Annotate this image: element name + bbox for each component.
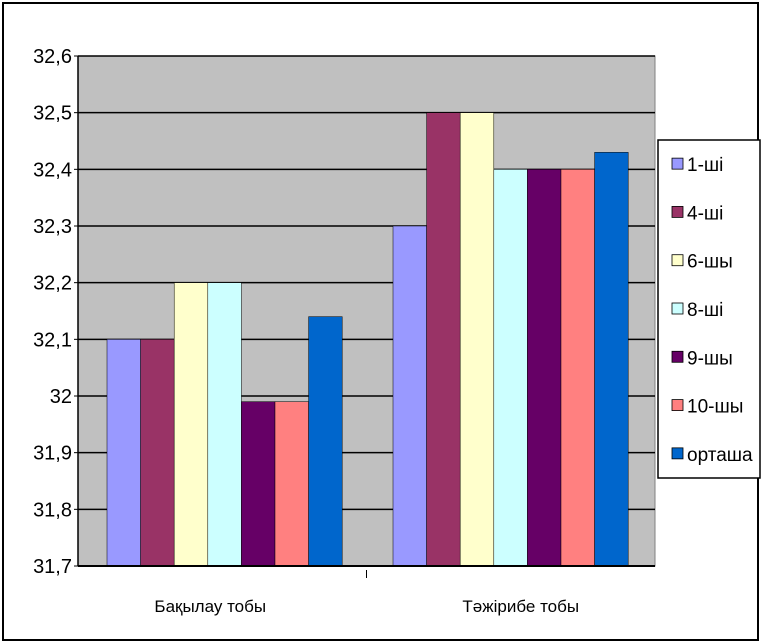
bar [241, 401, 276, 567]
bars [106, 112, 629, 567]
bar [308, 316, 343, 567]
y-tick-label: 32,2 [33, 273, 72, 295]
bar [493, 169, 528, 567]
y-tick-label: 31,8 [33, 499, 72, 521]
x-category-label: Тәжірибе тобы [462, 597, 579, 616]
y-tick-label: 31,9 [33, 443, 72, 465]
legend-label: 1-ші [687, 155, 723, 176]
x-axis: Бақылау тобы Тәжірибе тобы [78, 565, 655, 616]
y-tick-label: 32,6 [33, 46, 72, 68]
y-tick-label: 32,5 [33, 103, 72, 125]
legend-swatch [671, 399, 684, 411]
bar [560, 169, 595, 567]
bar [207, 282, 242, 567]
y-tick-label: 32 [50, 386, 72, 408]
bar [426, 112, 461, 567]
legend-swatch [671, 302, 684, 315]
y-tick-label: 32,1 [33, 329, 72, 351]
y-tick-label: 32,4 [33, 159, 72, 181]
legend-swatch [671, 350, 684, 363]
bar [106, 339, 141, 567]
legend-swatch [671, 254, 684, 267]
legend-label: орташа [687, 445, 753, 466]
bar [274, 401, 309, 567]
bar [173, 282, 209, 567]
y-tick-label: 31,7 [33, 556, 72, 578]
bar [392, 225, 427, 567]
legend: 1-ші 4-ші 6-шы 8-ші 9-шы 10-шы орташа [657, 139, 761, 479]
legend-label: 10-шы [687, 397, 743, 418]
legend-label: 9-шы [687, 348, 733, 369]
legend-label: 6-шы [687, 252, 733, 273]
y-tick-label: 32,3 [33, 216, 72, 238]
legend-swatch [671, 447, 684, 460]
bar [594, 152, 629, 567]
y-axis: 31,7 31,8 31,9 32 32,1 32,2 32,3 32,4 32,5 32,6 [33, 46, 79, 578]
x-category-label: Бақылау тобы [154, 597, 266, 616]
legend-label: 4-ші [687, 203, 723, 224]
legend-swatch [671, 157, 684, 170]
bar [459, 112, 495, 567]
bar [140, 339, 175, 567]
bar [527, 169, 562, 567]
legend-swatch [671, 206, 684, 218]
legend-label: 8-ші [687, 300, 723, 321]
